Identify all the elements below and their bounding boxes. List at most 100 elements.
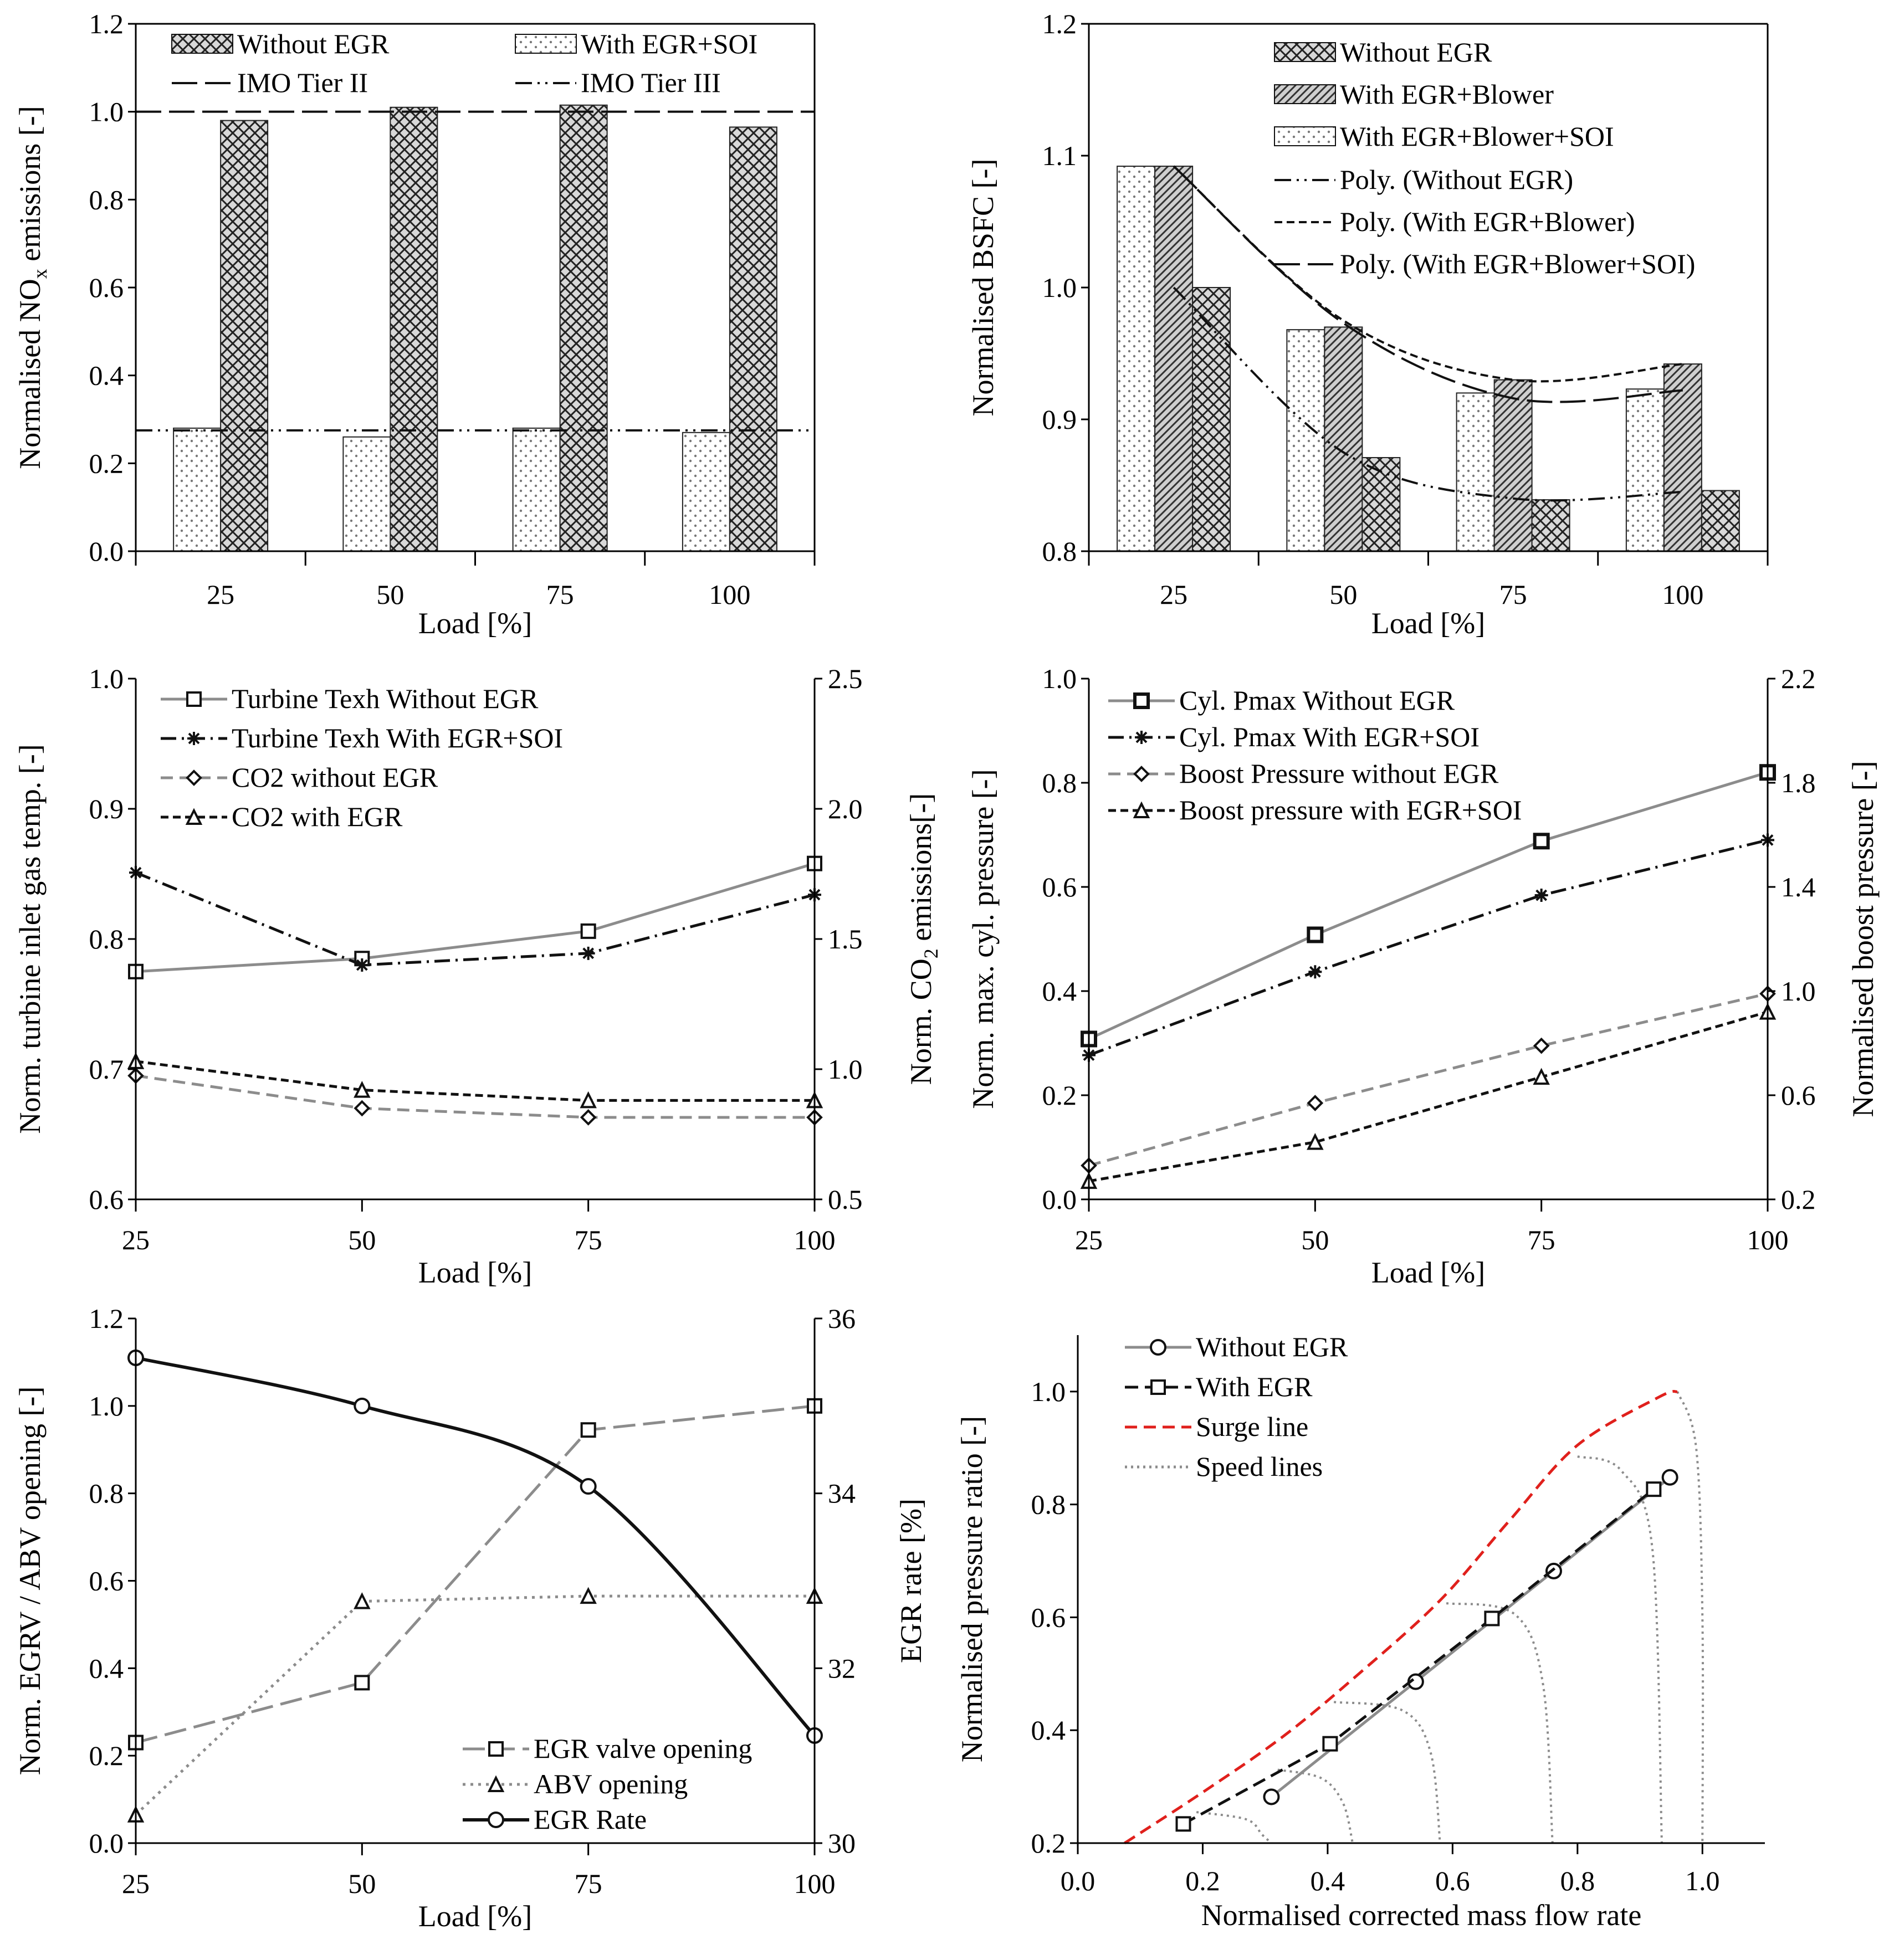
x-axis-label: Load [%] [418,1256,532,1289]
series [1175,1481,1662,1832]
y-tick-label: 1.2 [89,1303,124,1334]
series [1082,833,1774,1062]
y-tick-label: 0.4 [1042,976,1077,1007]
x-tick-label: 100 [1662,579,1703,610]
series-line [135,862,815,973]
y2-tick-label: 34 [828,1478,856,1509]
series-line [135,871,815,967]
data-point [354,1397,371,1414]
y2-tick-label: 1.0 [1781,976,1816,1007]
legend-label: Poly. (Without EGR) [1340,164,1573,195]
speed-line [1577,1455,1663,1844]
x-tick-label: 50 [376,579,404,610]
legend-marker [186,769,202,786]
trendline [1173,165,1683,383]
x-tick-label: 100 [794,1224,836,1255]
series [1080,1003,1777,1189]
x-tick-label: 100 [709,579,750,610]
legend-entry: ABV opening [463,1768,688,1799]
legend-entry: Boost pressure with EGR+SOI [1108,794,1522,825]
bar [512,427,561,552]
speed-line [1277,1768,1354,1844]
legend-label: Without EGR [1196,1331,1348,1362]
panel-nox-chart: 25 50 75 100 0.0 0.2 0.4 0.6 0.8 1.0 1.2 Load [%] No… [13,8,816,640]
data-point [580,1109,597,1126]
series-line [135,1594,815,1816]
bar [1663,363,1702,552]
legend-marker [185,808,203,825]
y-tick-label: 0.2 [1042,1080,1077,1111]
series-line [1088,838,1768,1056]
y2-tick-label: 0.6 [1781,1080,1816,1111]
legend-entry: With EGR+SOI [515,28,757,59]
x-tick-label: 25 [1160,579,1187,610]
y2-tick-label: 32 [828,1653,856,1684]
legend-swatch [171,34,233,54]
legend-entry: Cyl. Pmax Without EGR [1108,685,1455,716]
x-tick-label: 25 [122,1224,150,1255]
series [127,1587,823,1823]
x-axis-label: Normalised corrected mass flow rate [1201,1899,1642,1932]
data-point [354,1592,371,1609]
speed-line [1446,1602,1554,1844]
bar [1286,329,1325,552]
y-axis-label: Normalised NOx emissions [-] [13,106,51,469]
x-tick-label: 75 [546,579,574,610]
data-point [1646,1481,1662,1497]
data-point [1661,1469,1678,1486]
y-tick-label: 1.0 [89,96,124,127]
legend-entry: Speed lines [1125,1451,1323,1482]
legend-entry: Turbine Texh Without EGR [161,683,539,714]
data-point [1175,1816,1191,1832]
legend-marker [186,691,202,707]
y-tick-label: 0.8 [1042,767,1077,798]
legend-marker [1133,801,1150,818]
bar [390,106,438,552]
bar [1324,326,1363,552]
y-tick-label: 0.8 [1031,1489,1066,1520]
x-tick-label: 25 [207,579,234,610]
panel-egr-opening-chart: 25 50 75 100 0.0 0.2 0.4 0.6 0.8 1.0 1.2 30 32 34 36 Lo… [13,1303,928,1933]
legend-entry: With EGR [1125,1371,1313,1402]
legend-entry: IMO Tier III [515,67,721,98]
speed-line [1196,1810,1272,1844]
legend-entry: IMO Tier II [172,67,368,98]
y2-tick-label: 1.0 [828,1054,863,1085]
x-tick-label: 25 [122,1868,150,1899]
y2-tick-label: 2.5 [828,663,863,694]
series [1124,1390,1678,1845]
legend-entry: Turbine Texh With EGR+SOI [161,722,563,753]
legend-entry: With EGR+Blower [1274,79,1554,110]
legend-label: ABV opening [534,1768,688,1799]
series [128,1398,822,1751]
data-point [581,946,595,960]
y-tick-label: 1.0 [89,663,124,694]
legend-label: Turbine Texh Without EGR [232,683,539,714]
data-point [1322,1736,1338,1752]
x-tick-label: 50 [1329,579,1357,610]
legend-marker [488,1741,504,1757]
x-axis-label: Load [%] [1371,1256,1485,1289]
legend-label: Without EGR [1340,37,1492,68]
legend-marker [187,732,201,745]
panel-turbine-co2-chart: 25 50 75 100 0.6 0.7 0.8 0.9 1.0 0.5 1.0 1.5 2.0 2.5 L… [13,663,942,1289]
y2-tick-label: 0.2 [1781,1184,1816,1215]
bar [729,126,777,552]
speed-line [1333,1701,1441,1844]
series [129,866,821,972]
data-point [1263,1788,1280,1805]
y-axis-label: Normalised pressure ratio [-] [955,1416,989,1762]
legend-label: With EGR+Blower+SOI [1340,121,1614,152]
y-tick-label: 0.9 [1042,404,1077,435]
y-axis-label: Norm. turbine inlet gas temp. [-] [13,744,47,1133]
y-tick-label: 0.8 [89,923,124,955]
x-tick-label: 50 [348,1868,376,1899]
legend-swatch [1274,126,1336,146]
legend-marker [1133,766,1150,782]
bar [1493,379,1533,552]
legend-entry: Without EGR [171,28,390,59]
y-axis-label: Norm. max. cyl. pressure [-] [966,769,1000,1109]
y2-tick-label: 30 [828,1828,856,1859]
legend-entry: Poly. (Without EGR) [1274,164,1573,195]
y-tick-label: 0.6 [1042,871,1077,902]
